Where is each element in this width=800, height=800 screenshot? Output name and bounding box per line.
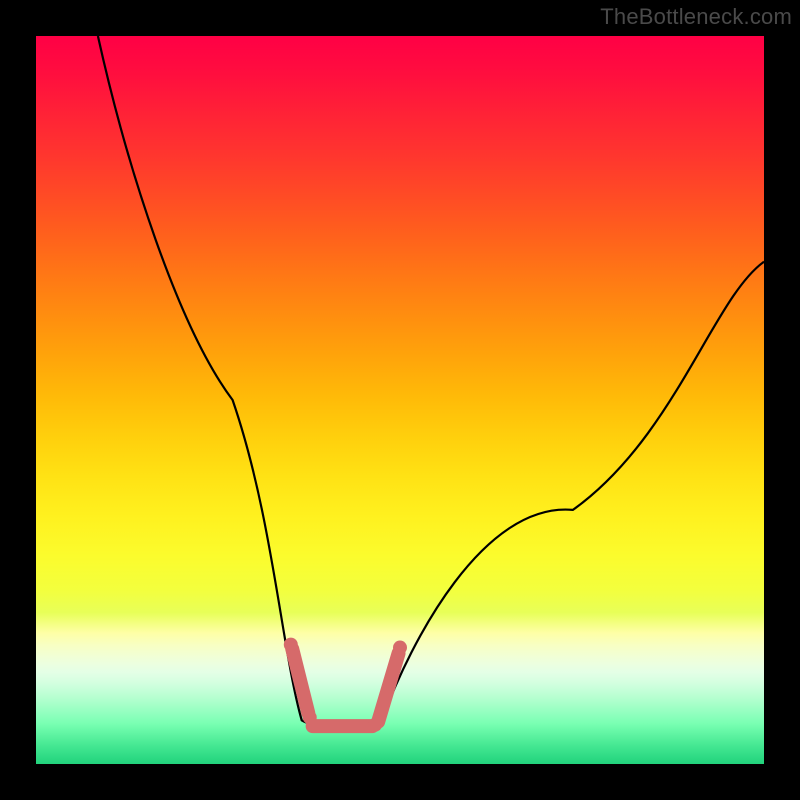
valley-marker-dot [284,638,298,652]
chart-container: TheBottleneck.com [0,0,800,800]
valley-marker-dot [368,718,382,732]
valley-marker-dot [303,710,317,724]
watermark-text: TheBottleneck.com [600,4,792,30]
valley-marker-dot [393,641,407,655]
chart-svg [0,0,800,800]
